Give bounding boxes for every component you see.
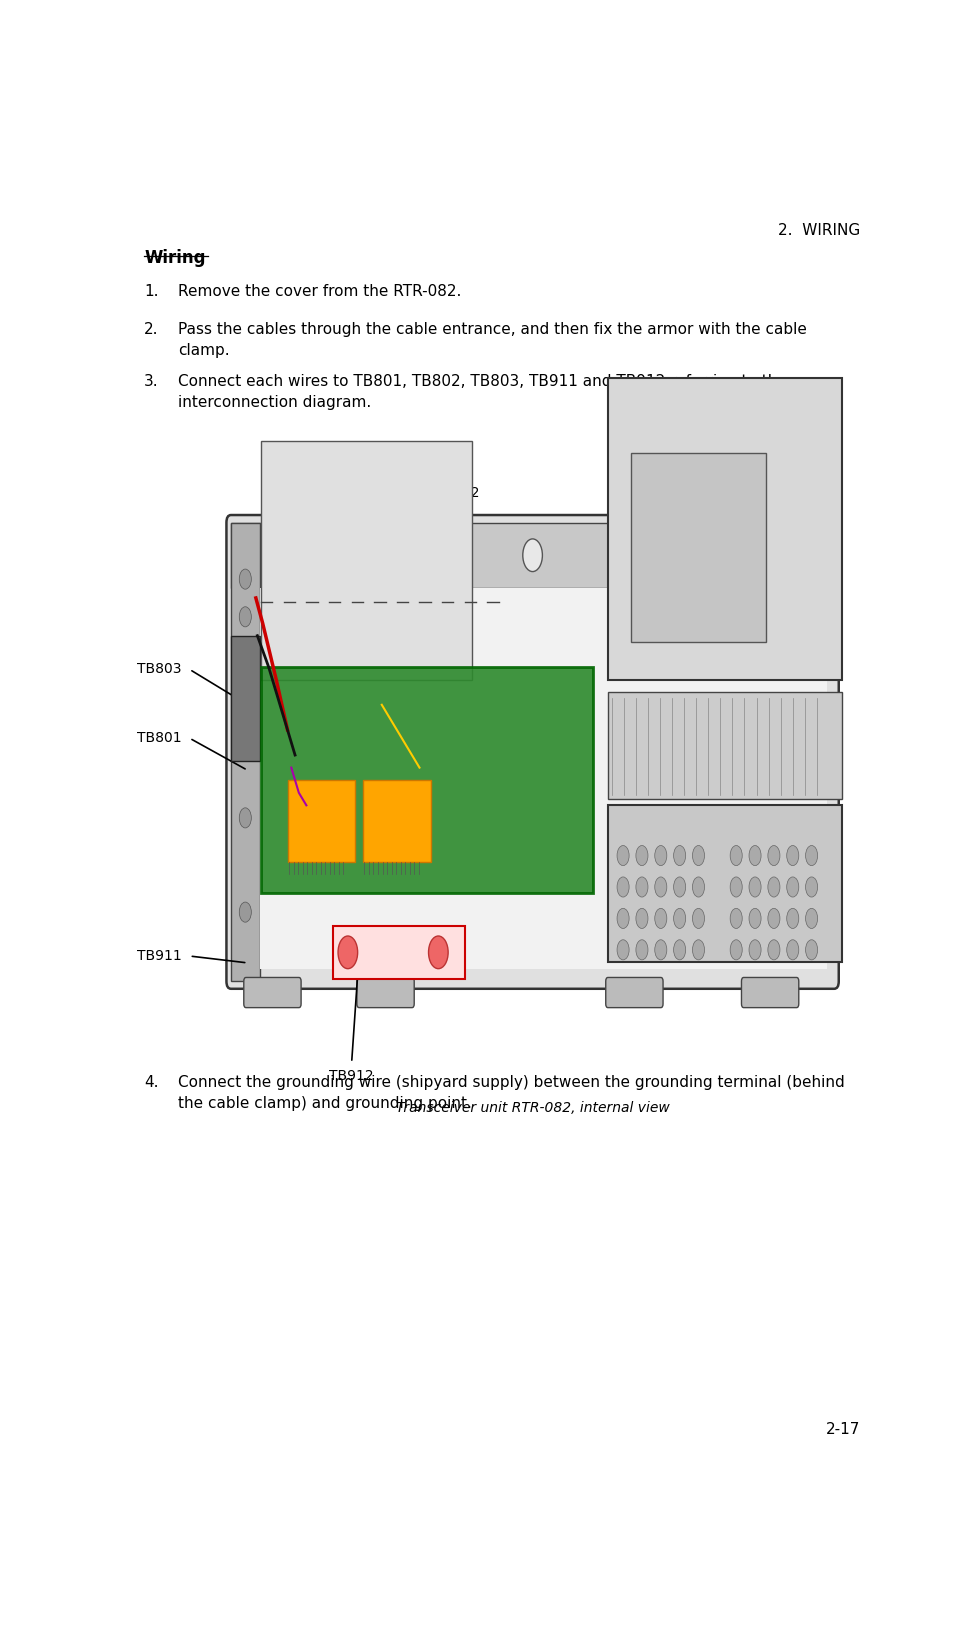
Text: Pass the cables through the cable entrance, and then fix the armor with the cabl: Pass the cables through the cable entran… [178,322,807,357]
Circle shape [636,845,648,865]
Bar [261,667,593,893]
Text: Remove the cover from the RTR-082.: Remove the cover from the RTR-082. [178,284,461,299]
Circle shape [673,940,686,960]
Circle shape [239,570,251,589]
Circle shape [673,876,686,898]
Circle shape [730,845,742,865]
Circle shape [673,845,686,865]
Circle shape [617,876,630,898]
Circle shape [523,539,542,571]
Circle shape [787,876,799,898]
Circle shape [787,845,799,865]
Text: Wiring: Wiring [144,248,205,266]
Circle shape [636,940,648,960]
Circle shape [655,909,667,929]
Circle shape [768,940,780,960]
Circle shape [693,845,704,865]
Text: 3.: 3. [144,374,159,390]
Circle shape [749,940,761,960]
Circle shape [693,876,704,898]
Bar [608,805,842,963]
Bar [288,780,355,862]
Circle shape [787,909,799,929]
FancyBboxPatch shape [244,978,301,1007]
Text: TB912: TB912 [329,1069,374,1084]
Circle shape [730,940,742,960]
Circle shape [806,876,817,898]
Circle shape [716,539,736,571]
Circle shape [636,876,648,898]
Circle shape [330,539,349,571]
Circle shape [693,909,704,929]
Circle shape [787,940,799,960]
FancyBboxPatch shape [741,978,799,1007]
Circle shape [768,845,780,865]
Bar [231,522,260,981]
Circle shape [655,845,667,865]
Text: 4.: 4. [144,1075,159,1090]
Text: TB803: TB803 [136,663,181,676]
Circle shape [617,909,630,929]
Circle shape [239,902,251,922]
Bar [260,588,827,969]
Circle shape [730,876,742,898]
Circle shape [617,845,630,865]
Circle shape [749,909,761,929]
Circle shape [806,909,817,929]
Bar [333,925,465,979]
Circle shape [673,909,686,929]
Text: TB801: TB801 [136,731,181,746]
FancyBboxPatch shape [357,978,414,1007]
Bar [261,441,472,679]
Circle shape [428,937,449,969]
Circle shape [768,876,780,898]
Circle shape [749,876,761,898]
FancyBboxPatch shape [606,978,663,1007]
Circle shape [239,808,251,827]
Text: 1.: 1. [144,284,159,299]
Text: TB911: TB911 [136,950,181,963]
Circle shape [338,937,358,969]
Text: 2.: 2. [144,322,159,336]
Bar [631,454,767,641]
Bar [608,379,842,679]
Circle shape [693,940,704,960]
FancyBboxPatch shape [227,516,839,989]
Circle shape [749,845,761,865]
Text: 2-17: 2-17 [826,1423,861,1438]
Text: Connect each wires to TB801, TB802, TB803, TB911 and TB912 referring to the
inte: Connect each wires to TB801, TB802, TB80… [178,374,787,410]
Circle shape [730,909,742,929]
Text: Connect the grounding wire (shipyard supply) between the grounding terminal (beh: Connect the grounding wire (shipyard sup… [178,1075,845,1111]
Circle shape [617,940,630,960]
Text: Transceiver unit RTR-082, internal view: Transceiver unit RTR-082, internal view [396,1100,669,1115]
Circle shape [239,607,251,627]
Bar [363,780,431,862]
Circle shape [806,845,817,865]
Circle shape [655,940,667,960]
Bar [231,635,260,761]
Circle shape [806,940,817,960]
Text: TB802: TB802 [435,486,480,499]
Text: 2.  WIRING: 2. WIRING [778,224,861,238]
Bar [231,522,834,588]
Circle shape [636,909,648,929]
Circle shape [768,909,780,929]
Circle shape [655,876,667,898]
Bar [608,692,842,800]
